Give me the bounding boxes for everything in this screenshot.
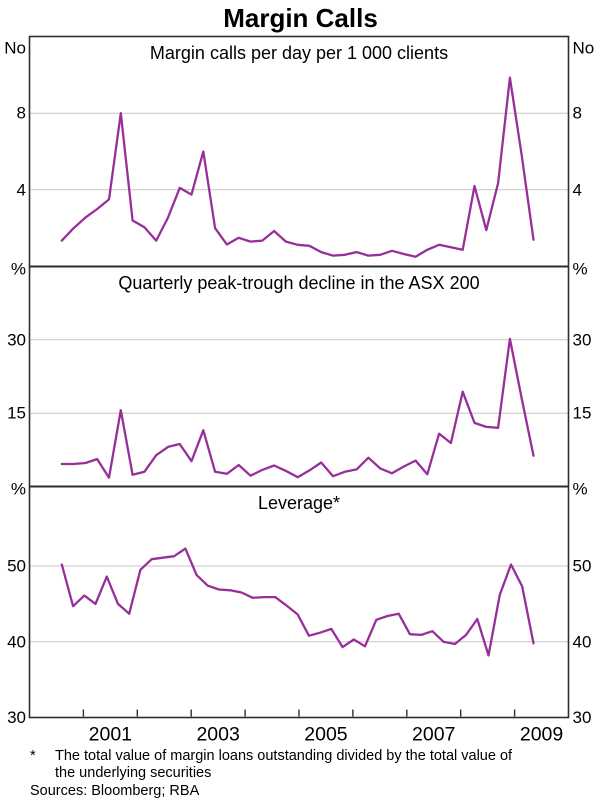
y-axis-label-left: 8 (17, 104, 26, 123)
y-axis-label-left: 50 (7, 557, 26, 576)
x-axis-label: 2007 (412, 724, 455, 745)
x-axis-label: 2005 (304, 724, 348, 745)
series-line-bottom-panel (60, 547, 535, 657)
y-axis-label-left: 40 (7, 632, 26, 651)
series-line-top-panel (60, 76, 535, 258)
y-axis-label-right: 30 (573, 708, 592, 727)
footnote-marker: * (30, 748, 36, 764)
y-axis-label-right: 40 (573, 632, 592, 651)
y-axis-label-right: 8 (573, 104, 582, 123)
panel-title: Quarterly peak-trough decline in the ASX… (118, 273, 479, 293)
chart-canvas: 4 4 8 8 No No Margin calls per day per 1 000 c… (4, 35, 595, 745)
series-line-middle-panel (60, 337, 535, 479)
y-axis-label-left: 15 (7, 404, 26, 423)
y-axis-label-right: 15 (573, 404, 592, 423)
y-axis-unit-left: No (4, 39, 26, 58)
chart-frame (28, 35, 570, 719)
y-axis-label-left: 4 (17, 180, 26, 199)
x-axis-label: 2009 (520, 724, 563, 745)
footnote-line: the underlying securities (55, 765, 212, 781)
panel-title: Margin calls per day per 1 000 clients (150, 43, 448, 63)
chart-title: Margin Calls (223, 3, 378, 33)
panel-title: Leverage* (258, 493, 340, 513)
y-axis-label-right: 50 (573, 557, 592, 576)
x-axis-label: 2003 (196, 724, 239, 745)
x-axis-label: 2001 (89, 724, 132, 745)
y-axis-label-right: 4 (573, 180, 582, 199)
y-axis-label-left: 30 (7, 708, 26, 727)
y-axis-unit-right: % (573, 260, 588, 279)
y-axis-unit-right: % (573, 480, 588, 499)
y-axis-label-right: 30 (573, 330, 592, 349)
y-axis-unit-right: No (573, 39, 595, 58)
sources-note: Sources: Bloomberg; RBA (30, 783, 200, 799)
y-axis-label-left: 30 (7, 330, 26, 349)
y-axis-unit-left: % (11, 260, 26, 279)
y-axis-unit-left: % (11, 480, 26, 499)
footnote-line: The total value of margin loans outstand… (55, 748, 513, 764)
